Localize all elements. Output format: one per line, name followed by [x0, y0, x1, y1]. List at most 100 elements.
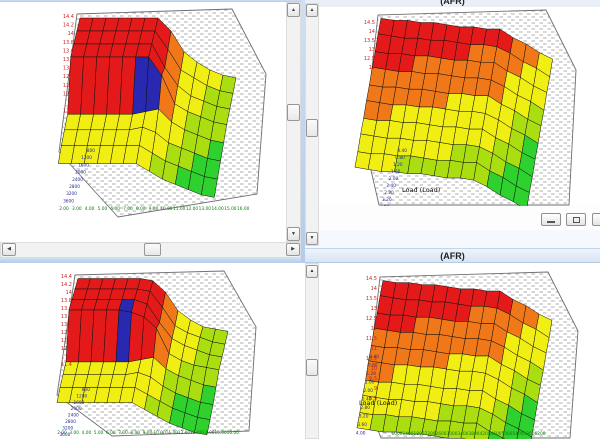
- svg-text:10.00: 10.00: [160, 206, 173, 212]
- chart-bottom-right-afr-surface: 14.5 14 13.5 13 12.5 12 11.5 11 10.5 10 9.5 9 8.5 0.4…: [356, 271, 579, 439]
- svg-text:14: 14: [369, 29, 375, 35]
- scroll-up-button[interactable]: ▲: [306, 265, 318, 278]
- svg-text:2.00: 2.00: [59, 206, 69, 212]
- svg-text:9: 9: [374, 386, 377, 392]
- svg-text:12.4: 12.4: [61, 338, 72, 344]
- svg-text:12.2: 12.2: [61, 346, 72, 352]
- vertical-scrollbar-top-left[interactable]: ▲ ▼: [286, 2, 301, 242]
- svg-text:14.00: 14.00: [202, 430, 215, 436]
- vertical-scrollbar-top-right[interactable]: ▲ ▼: [305, 3, 319, 246]
- scroll-left-button[interactable]: ◀: [2, 243, 16, 256]
- svg-text:1000: 1000: [392, 431, 403, 437]
- scroll-thumb[interactable]: [144, 243, 161, 256]
- svg-text:2.00: 2.00: [57, 430, 67, 436]
- svg-text:14.2: 14.2: [63, 23, 74, 29]
- svg-text:3.00: 3.00: [72, 206, 82, 212]
- right-arrow-icon: ▶: [291, 246, 295, 252]
- svg-text:12.6: 12.6: [63, 74, 74, 80]
- svg-text:2800: 2800: [69, 184, 80, 190]
- svg-text:11.00: 11.00: [166, 430, 179, 436]
- svg-text:12.00: 12.00: [186, 206, 199, 212]
- svg-text:12.00: 12.00: [178, 430, 191, 436]
- svg-text:11.4: 11.4: [63, 109, 74, 115]
- svg-text:4200: 4200: [480, 431, 491, 437]
- svg-text:6.00: 6.00: [106, 430, 116, 436]
- svg-text:3200: 3200: [62, 425, 73, 431]
- scroll-right-button[interactable]: ▶: [286, 243, 300, 256]
- svg-text:12: 12: [369, 65, 375, 71]
- svg-text:13.4: 13.4: [61, 314, 72, 320]
- svg-text:3200: 3200: [66, 191, 77, 197]
- svg-text:1400: 1400: [403, 431, 414, 437]
- svg-text:13.8: 13.8: [63, 40, 74, 46]
- svg-text:1600: 1600: [73, 400, 84, 406]
- svg-text:13.2: 13.2: [61, 322, 72, 328]
- svg-text:4.00: 4.00: [85, 206, 95, 212]
- maximize-button[interactable]: [566, 213, 586, 226]
- svg-text:Load (Load): Load (Load): [359, 399, 397, 407]
- svg-text:3.00: 3.00: [69, 430, 79, 436]
- svg-text:0.40: 0.40: [369, 354, 379, 360]
- svg-text:2800: 2800: [65, 419, 76, 425]
- svg-text:3600: 3600: [59, 432, 70, 438]
- svg-text:15.00: 15.00: [224, 206, 237, 212]
- svg-text:14.4: 14.4: [63, 14, 74, 20]
- bottom-right-title-bar: (AFR): [305, 248, 600, 263]
- svg-text:3.60: 3.60: [357, 422, 367, 428]
- svg-text:3.20: 3.20: [382, 197, 392, 203]
- chart-title: (AFR): [440, 251, 465, 261]
- scroll-up-button[interactable]: ▲: [287, 3, 300, 17]
- down-arrow-icon: ▼: [291, 230, 296, 237]
- svg-text:8.00: 8.00: [130, 430, 140, 436]
- chart-top-left-afr-surface: 14.4 14.2 14 13.8 13.6 13.4 13.2 12.6 12.4 12.2 12…: [58, 8, 267, 218]
- svg-text:2.00: 2.00: [363, 388, 373, 394]
- close-button[interactable]: ✕: [592, 213, 600, 226]
- scroll-up-button[interactable]: ▲: [306, 4, 318, 17]
- svg-text:2400: 2400: [68, 413, 79, 419]
- svg-text:4.00: 4.00: [356, 431, 366, 437]
- svg-text:11.4: 11.4: [61, 362, 72, 368]
- vertical-pane-divider: [301, 0, 305, 263]
- scroll-down-button[interactable]: ▼: [287, 227, 300, 241]
- svg-text:13.4: 13.4: [63, 57, 74, 63]
- scroll-down-button[interactable]: ▼: [306, 232, 318, 245]
- svg-text:14.2: 14.2: [61, 282, 72, 288]
- svg-text:8.5: 8.5: [369, 396, 377, 402]
- svg-text:1.20: 1.20: [366, 371, 376, 377]
- svg-text:0.80: 0.80: [395, 155, 405, 161]
- down-arrow-icon: ▼: [309, 235, 315, 241]
- svg-text:14: 14: [66, 290, 72, 296]
- scroll-thumb[interactable]: [306, 119, 318, 137]
- vertical-scrollbar-bottom-right[interactable]: ▲: [305, 263, 319, 439]
- horizontal-pane-divider: [0, 258, 301, 263]
- svg-text:13.5: 13.5: [364, 38, 375, 44]
- chart-bottom-left-afr-surface: 14.4 14.2 14 13.8 13.6 13.4 13.2 12.6 12.4 12.2 12…: [56, 270, 257, 438]
- svg-text:12.4: 12.4: [63, 83, 74, 89]
- up-arrow-icon: ▲: [291, 6, 296, 13]
- svg-text:0.40: 0.40: [397, 148, 407, 154]
- svg-text:12.6: 12.6: [61, 330, 72, 336]
- svg-text:8.00: 8.00: [136, 206, 146, 212]
- svg-text:14.5: 14.5: [366, 276, 377, 282]
- svg-text:800: 800: [82, 387, 90, 393]
- svg-text:9.00: 9.00: [149, 206, 159, 212]
- svg-text:13.5: 13.5: [366, 296, 377, 302]
- svg-text:13.6: 13.6: [61, 306, 72, 312]
- svg-text:13: 13: [369, 47, 375, 53]
- svg-text:14: 14: [371, 286, 377, 292]
- svg-text:800: 800: [87, 148, 95, 154]
- svg-text:2000: 2000: [75, 170, 86, 176]
- scroll-thumb[interactable]: [306, 359, 318, 376]
- svg-text:13.00: 13.00: [199, 206, 212, 212]
- scroll-thumb[interactable]: [287, 104, 300, 121]
- svg-text:5.00: 5.00: [98, 206, 108, 212]
- svg-text:6200: 6200: [535, 431, 546, 437]
- svg-text:1200: 1200: [81, 155, 92, 161]
- horizontal-scrollbar-top-left[interactable]: ◀ ▶: [0, 242, 301, 258]
- svg-text:12: 12: [371, 326, 377, 332]
- svg-text:13: 13: [371, 306, 377, 312]
- svg-text:5800: 5800: [524, 431, 535, 437]
- top-right-title-bar: (AFR): [305, 0, 600, 7]
- svg-text:1.60: 1.60: [365, 380, 375, 386]
- minimize-button[interactable]: [541, 213, 561, 226]
